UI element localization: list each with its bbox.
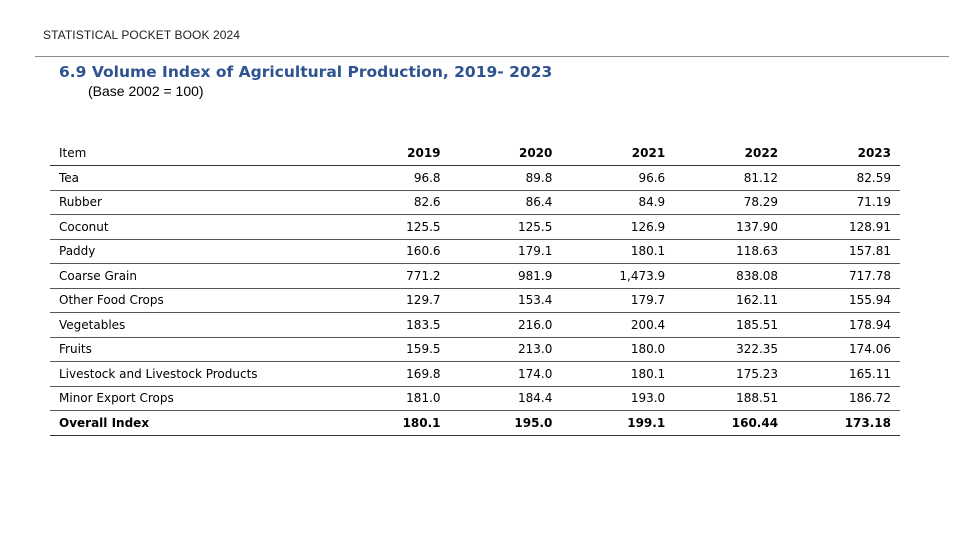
cell-value: 193.0: [561, 386, 675, 411]
cell-value: 717.78: [787, 263, 900, 289]
cell-value: 125.5: [337, 214, 450, 240]
running-header: STATISTICAL POCKET BOOK 2024: [43, 28, 241, 42]
cell-value: 71.19: [787, 190, 900, 215]
cell-value: 84.9: [561, 190, 675, 215]
cell-value: 981.9: [449, 263, 562, 289]
cell-value: 216.0: [449, 312, 562, 338]
column-header-2021: 2021: [561, 140, 675, 166]
cell-value: 137.90: [674, 214, 788, 240]
row-label: Tea: [50, 165, 338, 191]
cell-value: 1,473.9: [561, 263, 675, 289]
row-label: Vegetables: [50, 312, 338, 338]
cell-value: 82.6: [337, 190, 450, 215]
cell-value: 322.35: [674, 337, 788, 362]
cell-value: 165.11: [787, 361, 900, 387]
cell-value: 178.94: [787, 312, 900, 338]
total-value: 180.1: [337, 410, 450, 436]
cell-value: 180.0: [561, 337, 675, 362]
table-title: 6.9 Volume Index of Agricultural Product…: [59, 63, 553, 81]
cell-value: 82.59: [787, 165, 900, 191]
cell-value: 157.81: [787, 239, 900, 264]
table-row: Paddy 160.6 179.1 180.1 118.63 157.81: [50, 239, 900, 264]
cell-value: 174.06: [787, 337, 900, 362]
cell-value: 180.1: [561, 361, 675, 387]
cell-value: 89.8: [449, 165, 562, 191]
table-row: Fruits 159.5 213.0 180.0 322.35 174.06: [50, 337, 900, 362]
cell-value: 128.91: [787, 214, 900, 240]
cell-value: 183.5: [337, 312, 450, 338]
column-header-item: Item: [50, 140, 338, 166]
table-row: Livestock and Livestock Products 169.8 1…: [50, 361, 900, 387]
cell-value: 160.6: [337, 239, 450, 264]
column-header-2022: 2022: [674, 140, 788, 166]
cell-value: 838.08: [674, 263, 788, 289]
table-row: Coarse Grain 771.2 981.9 1,473.9 838.08 …: [50, 263, 900, 289]
cell-value: 96.6: [561, 165, 675, 191]
cell-value: 771.2: [337, 263, 450, 289]
cell-value: 200.4: [561, 312, 675, 338]
cell-value: 155.94: [787, 288, 900, 313]
table-row: Rubber 82.6 86.4 84.9 78.29 71.19: [50, 190, 900, 215]
table-row: Other Food Crops 129.7 153.4 179.7 162.1…: [50, 288, 900, 313]
cell-value: 86.4: [449, 190, 562, 215]
row-label: Other Food Crops: [50, 288, 338, 313]
cell-value: 81.12: [674, 165, 788, 191]
cell-value: 179.1: [449, 239, 562, 264]
total-value: 195.0: [449, 410, 562, 436]
total-label: Overall Index: [50, 410, 338, 436]
cell-value: 181.0: [337, 386, 450, 411]
cell-value: 213.0: [449, 337, 562, 362]
cell-value: 129.7: [337, 288, 450, 313]
cell-value: 179.7: [561, 288, 675, 313]
cell-value: 185.51: [674, 312, 788, 338]
agricultural-volume-index-table: Item 2019 2020 2021 2022 2023 Tea 96.8 8…: [50, 140, 900, 436]
table-subtitle: (Base 2002 = 100): [88, 83, 204, 99]
table-row: Minor Export Crops 181.0 184.4 193.0 188…: [50, 386, 900, 411]
cell-value: 96.8: [337, 165, 450, 191]
table-header-row: Item 2019 2020 2021 2022 2023: [50, 140, 900, 166]
cell-value: 186.72: [787, 386, 900, 411]
cell-value: 125.5: [449, 214, 562, 240]
header-divider: [35, 56, 949, 57]
row-label: Rubber: [50, 190, 338, 215]
total-value: 199.1: [561, 410, 675, 436]
row-label: Paddy: [50, 239, 338, 264]
cell-value: 174.0: [449, 361, 562, 387]
total-row: Overall Index 180.1 195.0 199.1 160.44 1…: [50, 410, 900, 436]
total-value: 173.18: [787, 410, 900, 436]
cell-value: 184.4: [449, 386, 562, 411]
row-label: Fruits: [50, 337, 338, 362]
row-label: Coarse Grain: [50, 263, 338, 289]
row-label: Livestock and Livestock Products: [50, 361, 338, 387]
column-header-2023: 2023: [787, 140, 900, 166]
table-row: Tea 96.8 89.8 96.6 81.12 82.59: [50, 165, 900, 191]
cell-value: 169.8: [337, 361, 450, 387]
cell-value: 162.11: [674, 288, 788, 313]
column-header-2019: 2019: [337, 140, 450, 166]
row-label: Minor Export Crops: [50, 386, 338, 411]
cell-value: 159.5: [337, 337, 450, 362]
cell-value: 153.4: [449, 288, 562, 313]
table-row: Vegetables 183.5 216.0 200.4 185.51 178.…: [50, 312, 900, 338]
cell-value: 180.1: [561, 239, 675, 264]
cell-value: 188.51: [674, 386, 788, 411]
cell-value: 126.9: [561, 214, 675, 240]
cell-value: 118.63: [674, 239, 788, 264]
row-label: Coconut: [50, 214, 338, 240]
table-row: Coconut 125.5 125.5 126.9 137.90 128.91: [50, 214, 900, 240]
cell-value: 175.23: [674, 361, 788, 387]
cell-value: 78.29: [674, 190, 788, 215]
total-value: 160.44: [674, 410, 788, 436]
column-header-2020: 2020: [449, 140, 562, 166]
